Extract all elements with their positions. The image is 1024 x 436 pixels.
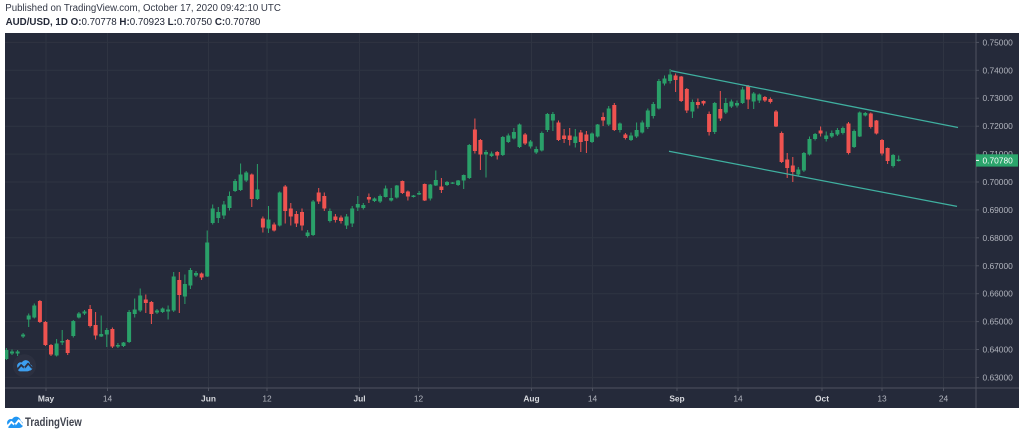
svg-text:24: 24 xyxy=(939,394,949,404)
svg-text:0.73000: 0.73000 xyxy=(983,93,1014,103)
svg-text:May: May xyxy=(38,394,55,404)
svg-text:0.65000: 0.65000 xyxy=(983,317,1014,327)
svg-text:0.72000: 0.72000 xyxy=(983,121,1014,131)
svg-text:0.66000: 0.66000 xyxy=(983,289,1014,299)
svg-text:0.64000: 0.64000 xyxy=(983,345,1014,355)
svg-text:0.75000: 0.75000 xyxy=(983,37,1014,47)
svg-text:14: 14 xyxy=(588,394,598,404)
svg-text:Oct: Oct xyxy=(815,394,829,404)
svg-text:Aug: Aug xyxy=(523,394,539,404)
svg-text:0.63000: 0.63000 xyxy=(983,372,1014,382)
svg-text:Jul: Jul xyxy=(353,394,365,404)
svg-text:0.68000: 0.68000 xyxy=(983,233,1014,243)
svg-text:0.70000: 0.70000 xyxy=(983,177,1014,187)
svg-text:0.70780: 0.70780 xyxy=(983,156,1014,166)
svg-text:0.71000: 0.71000 xyxy=(983,149,1014,159)
svg-text:Jun: Jun xyxy=(201,394,216,404)
svg-text:0.69000: 0.69000 xyxy=(983,205,1014,215)
svg-text:14: 14 xyxy=(103,394,113,404)
svg-text:13: 13 xyxy=(877,394,887,404)
svg-text:0.67000: 0.67000 xyxy=(983,261,1014,271)
svg-text:14: 14 xyxy=(733,394,743,404)
svg-text:12: 12 xyxy=(262,394,272,404)
svg-text:0.74000: 0.74000 xyxy=(983,65,1014,75)
svg-text:Sep: Sep xyxy=(669,394,684,404)
svg-text:12: 12 xyxy=(414,394,424,404)
